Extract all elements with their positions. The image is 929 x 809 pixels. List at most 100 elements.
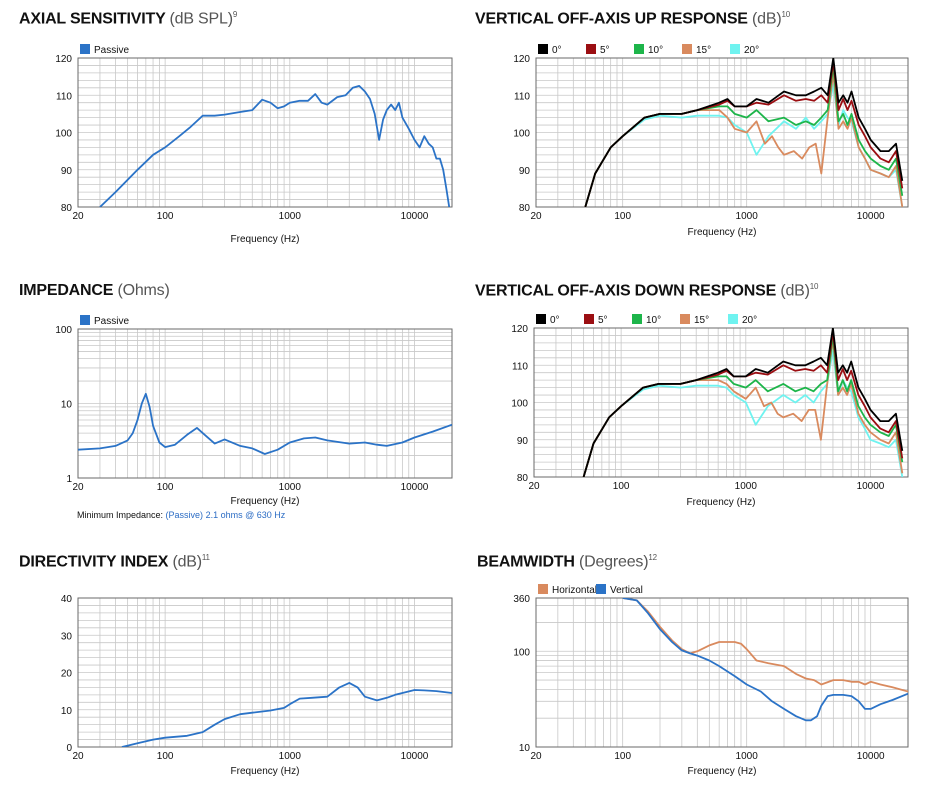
vertical-up-chart: 20 100 1000 10000 80 90 100 110 120 Frequency (Hz…: [513, 44, 909, 238]
x-tick-label: 1000: [279, 751, 302, 762]
axial-sensitivity-chart: 20 100 1000 10000 80 90 100 110 120 Frequency (Hz…: [55, 44, 453, 245]
y-tick-label: 100: [55, 129, 72, 140]
legend-label-20deg: 20°: [742, 315, 757, 326]
legend-label-horizontal: Horizontal: [552, 585, 597, 596]
impedance-grid: [77, 328, 453, 479]
di-grid: [77, 597, 453, 748]
series-line-0deg: [582, 328, 904, 477]
x-tick-label: 10000: [401, 751, 429, 762]
y-tick-label: 1: [66, 474, 72, 485]
vup-x-axis-label: Frequency (Hz): [688, 227, 757, 238]
legend-label-20deg: 20°: [744, 45, 759, 56]
vdown-x-axis-label: Frequency (Hz): [687, 497, 756, 508]
x-tick-label: 20: [528, 481, 540, 492]
impedance-panel: IMPEDANCE (Ohms) 20 100 1000 10000 1 10 100 Fre…: [0, 270, 470, 530]
directivity-index-panel: DIRECTIVITY INDEX (dB)11 20 100 1000 10000 0…: [0, 540, 470, 809]
legend-swatch-passive: [80, 44, 90, 54]
vup-grid: [535, 57, 909, 208]
x-tick-label: 20: [530, 751, 542, 762]
x-tick-label: 100: [157, 482, 174, 493]
x-tick-label: 20: [530, 211, 542, 222]
vdown-frame: [533, 327, 909, 478]
y-tick-label: 80: [517, 473, 529, 484]
axial-legend: Passive: [80, 44, 129, 56]
beamwidth-chart: 20 100 1000 10000 10 100 360 Frequency (Hz) Hori…: [513, 584, 909, 777]
min-impedance-note: Minimum Impedance: (Passive) 2.1 ohms @ …: [77, 510, 286, 520]
legend-label-0deg: 0°: [550, 315, 560, 326]
beamwidth-legend: Horizontal Vertical: [538, 584, 643, 596]
y-tick-label: 90: [517, 436, 529, 447]
legend-label-0deg: 0°: [552, 45, 562, 56]
legend-swatch-20deg: [730, 44, 740, 54]
impedance-legend: Passive: [80, 315, 129, 327]
series-line-horizontal: [622, 598, 908, 693]
x-tick-label: 1000: [279, 482, 302, 493]
y-tick-label: 90: [519, 166, 531, 177]
di-x-axis-label: Frequency (Hz): [231, 766, 300, 777]
legend-swatch-20deg: [728, 314, 738, 324]
x-tick-label: 1000: [736, 751, 759, 762]
y-tick-label: 40: [61, 594, 73, 605]
axial-sensitivity-title: AXIAL SENSITIVITY (dB SPL)9: [19, 10, 238, 28]
x-tick-label: 20: [72, 211, 84, 222]
y-tick-label: 110: [514, 91, 530, 102]
legend-swatch-5deg: [584, 314, 594, 324]
x-tick-label: 1000: [735, 481, 758, 492]
axial-grid: [77, 57, 453, 208]
di-frame: [77, 597, 453, 748]
y-tick-label: 120: [55, 54, 72, 65]
vdown-legend: 0° 5° 10° 15° 20°: [536, 314, 757, 326]
x-tick-label: 10000: [401, 211, 429, 222]
series-line-20deg: [582, 349, 904, 477]
legend-label-15deg: 15°: [696, 45, 711, 56]
y-tick-label: 110: [512, 361, 528, 372]
vertical-up-panel: VERTICAL OFF-AXIS UP RESPONSE (dB)10 20 1…: [470, 0, 929, 265]
legend-swatch-15deg: [682, 44, 692, 54]
impedance-chart: 20 100 1000 10000 1 10 100 Frequency (Hz) Passiv…: [55, 315, 453, 507]
y-tick-label: 100: [511, 399, 528, 410]
x-tick-label: 100: [614, 211, 631, 222]
legend-label-passive: Passive: [94, 45, 129, 56]
x-tick-label: 10000: [857, 481, 885, 492]
vertical-down-panel: VERTICAL OFF-AXIS DOWN RESPONSE (dB)10 2…: [470, 270, 929, 530]
y-tick-label: 10: [61, 706, 73, 717]
legend-swatch-5deg: [586, 44, 596, 54]
axial-frame: [77, 57, 453, 208]
axial-x-axis-label: Frequency (Hz): [231, 234, 300, 245]
y-tick-label: 110: [56, 91, 72, 102]
beamwidth-panel: BEAMWIDTH (Degrees)12 20 100 1000 10000 10 10…: [470, 540, 929, 809]
legend-label-vertical: Vertical: [610, 585, 643, 596]
beamwidth-title: BEAMWIDTH (Degrees)12: [477, 553, 657, 571]
directivity-index-chart: 20 100 1000 10000 0 10 20 30 40 Frequency (Hz): [61, 594, 453, 777]
x-tick-label: 20: [72, 751, 84, 762]
y-tick-label: 10: [61, 400, 73, 411]
y-tick-label: 120: [511, 324, 528, 335]
y-tick-label: 20: [61, 669, 73, 680]
series-line-15deg: [582, 338, 904, 477]
x-tick-label: 20: [72, 482, 84, 493]
directivity-index-title: DIRECTIVITY INDEX (dB)11: [19, 553, 210, 571]
y-tick-label: 120: [513, 54, 530, 65]
vup-frame: [535, 57, 909, 208]
x-tick-label: 1000: [736, 211, 759, 222]
vertical-down-chart: 20 100 1000 10000 80 90 100 110 120 Frequency (Hz…: [511, 314, 909, 508]
legend-swatch-horizontal: [538, 584, 548, 594]
x-tick-label: 10000: [857, 211, 885, 222]
impedance-title: IMPEDANCE (Ohms): [19, 282, 170, 299]
series-line-0deg: [584, 58, 904, 207]
x-tick-label: 100: [157, 211, 174, 222]
legend-label-passive: Passive: [94, 316, 129, 327]
beamwidth-x-axis-label: Frequency (Hz): [688, 766, 757, 777]
vertical-up-title: VERTICAL OFF-AXIS UP RESPONSE (dB)10: [475, 10, 790, 28]
legend-label-5deg: 5°: [598, 315, 608, 326]
x-tick-label: 100: [613, 481, 630, 492]
legend-swatch-passive: [80, 315, 90, 325]
series-line-passive: [99, 85, 451, 207]
legend-swatch-15deg: [680, 314, 690, 324]
x-tick-label: 10000: [857, 751, 885, 762]
vup-legend: 0° 5° 10° 15° 20°: [538, 44, 759, 56]
y-tick-label: 100: [513, 129, 530, 140]
legend-swatch-0deg: [538, 44, 548, 54]
x-tick-label: 100: [614, 751, 631, 762]
legend-label-10deg: 10°: [646, 315, 661, 326]
